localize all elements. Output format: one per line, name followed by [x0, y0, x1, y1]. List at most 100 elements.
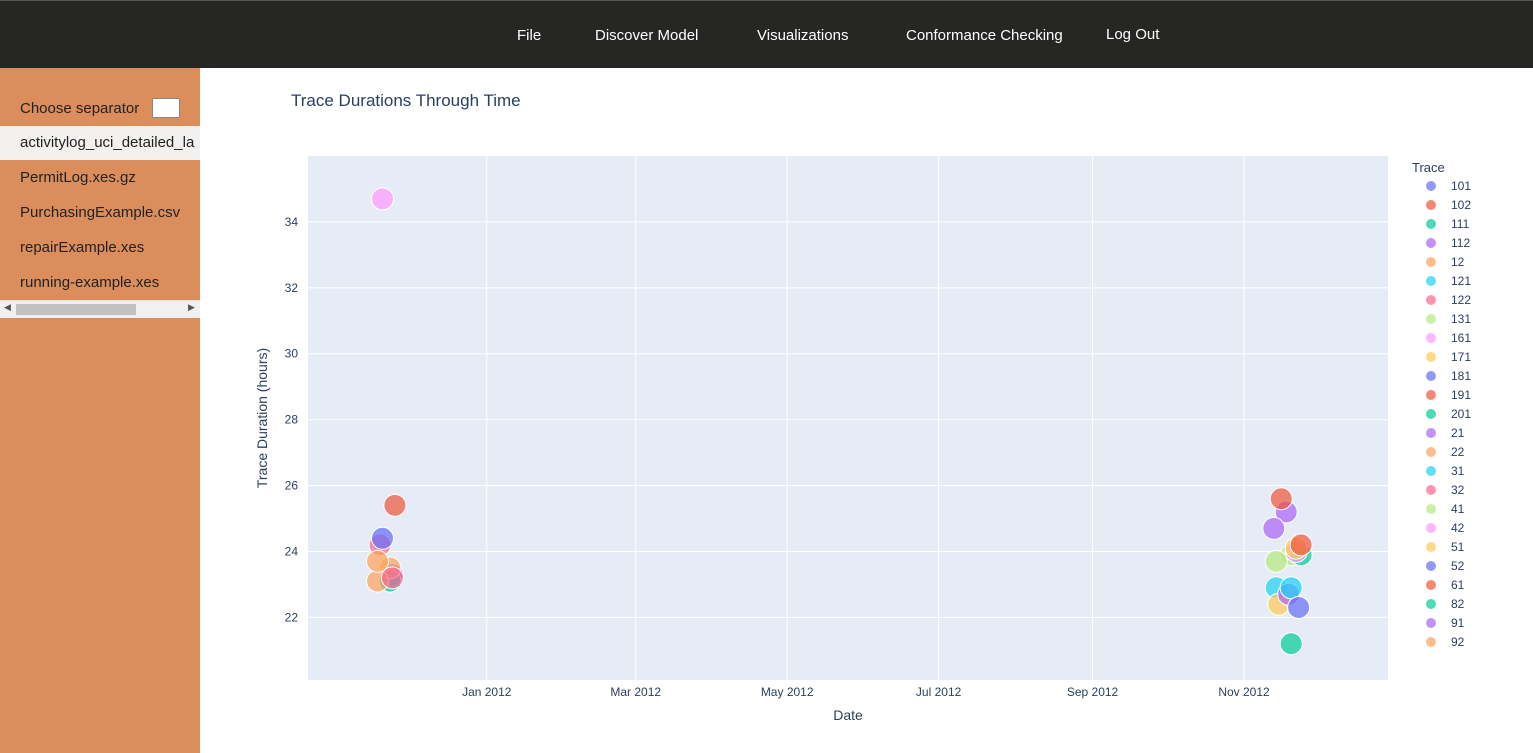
data-point-92[interactable] [366, 549, 390, 573]
legend-marker-21[interactable] [1426, 428, 1436, 438]
legend-label-201[interactable]: 201 [1451, 407, 1471, 421]
nav-discover-model[interactable]: Discover Model [595, 27, 699, 44]
legend-marker-51[interactable] [1426, 542, 1436, 552]
y-tick-label: 30 [285, 347, 299, 361]
sidebar: Choose separator activitylog_uci_detaile… [0, 68, 200, 753]
legend-label-101[interactable]: 101 [1451, 179, 1471, 193]
scroll-right-arrow-icon[interactable]: ▶ [188, 302, 195, 312]
legend-label-181[interactable]: 181 [1451, 369, 1471, 383]
legend-label-12[interactable]: 12 [1451, 255, 1465, 269]
trace-duration-chart: Trace Durations Through Time Jan 2012 Mar… [254, 91, 1471, 723]
legend-marker-122[interactable] [1426, 295, 1436, 305]
legend-marker-112[interactable] [1426, 238, 1436, 248]
x-tick-label: Mar 2012 [610, 685, 661, 699]
data-point-52[interactable] [1287, 595, 1311, 619]
legend-marker-12[interactable] [1426, 257, 1436, 267]
file-item[interactable]: running-example.xes [20, 274, 160, 291]
gridlines [308, 156, 1388, 680]
x-tick-label: Jul 2012 [916, 685, 962, 699]
legend-label-31[interactable]: 31 [1451, 464, 1465, 478]
legend: 101 102 111 112 12 121 122 131 161 171 181 191 201 21… [1426, 179, 1471, 649]
legend-marker-82[interactable] [1426, 599, 1436, 609]
data-point-82[interactable] [1279, 632, 1303, 656]
y-tick-label: 32 [285, 281, 299, 295]
separator-label: Choose separator [20, 100, 140, 117]
legend-marker-92[interactable] [1426, 637, 1436, 647]
legend-marker-61[interactable] [1426, 580, 1436, 590]
file-item[interactable]: activitylog_uci_detailed_la [0, 126, 200, 160]
x-tick-label: May 2012 [761, 685, 814, 699]
y-tick-label: 34 [285, 215, 299, 229]
legend-marker-102[interactable] [1426, 200, 1436, 210]
data-point-191[interactable] [1269, 487, 1293, 511]
scrollbar-thumb[interactable] [16, 304, 136, 315]
legend-label-102[interactable]: 102 [1451, 198, 1471, 212]
file-item[interactable]: PermitLog.xes.gz [20, 169, 136, 186]
top-navbar: File Discover Model Visualizations Confo… [0, 0, 1533, 68]
y-tick-label: 26 [285, 479, 299, 493]
legend-label-112[interactable]: 112 [1451, 236, 1470, 250]
legend-marker-181[interactable] [1426, 371, 1436, 381]
legend-label-122[interactable]: 122 [1451, 293, 1471, 307]
legend-marker-31[interactable] [1426, 466, 1436, 476]
nav-file[interactable]: File [517, 27, 542, 44]
legend-marker-41[interactable] [1426, 504, 1436, 514]
sidebar-horizontal-scrollbar[interactable]: ◀ ▶ [0, 300, 200, 318]
data-point-91[interactable] [1262, 516, 1286, 540]
data-point-61[interactable] [1289, 533, 1313, 557]
legend-label-191[interactable]: 191 [1451, 388, 1471, 402]
legend-marker-52[interactable] [1426, 561, 1436, 571]
x-axis-ticks: Jan 2012 Mar 2012 May 2012 Jul 2012 Sep 2012… [462, 685, 1270, 699]
legend-label-42[interactable]: 42 [1451, 521, 1465, 535]
legend-marker-161[interactable] [1426, 333, 1436, 343]
data-point-31[interactable] [1279, 576, 1303, 600]
y-tick-label: 28 [285, 413, 299, 427]
legend-label-111[interactable]: 111 [1451, 217, 1470, 231]
legend-label-41[interactable]: 41 [1451, 502, 1465, 516]
scroll-left-arrow-icon[interactable]: ◀ [4, 302, 11, 312]
legend-label-51[interactable]: 51 [1451, 540, 1465, 554]
legend-marker-91[interactable] [1426, 618, 1436, 628]
legend-label-131[interactable]: 131 [1451, 312, 1471, 326]
legend-label-82[interactable]: 82 [1451, 597, 1465, 611]
plot-area [308, 156, 1388, 680]
separator-input[interactable] [152, 98, 180, 118]
legend-label-22[interactable]: 22 [1451, 445, 1465, 459]
legend-marker-171[interactable] [1426, 352, 1436, 362]
legend-label-61[interactable]: 61 [1451, 578, 1465, 592]
legend-marker-101[interactable] [1426, 181, 1436, 191]
legend-marker-201[interactable] [1426, 409, 1436, 419]
x-tick-label: Sep 2012 [1067, 685, 1119, 699]
y-tick-label: 22 [285, 610, 299, 624]
legend-label-161[interactable]: 161 [1451, 331, 1471, 345]
x-axis-title: Date [833, 707, 863, 723]
legend-label-21[interactable]: 21 [1451, 426, 1465, 440]
legend-marker-121[interactable] [1426, 276, 1436, 286]
nav-visualizations[interactable]: Visualizations [757, 27, 849, 44]
data-point-102[interactable] [383, 493, 407, 517]
data-point-32[interactable] [380, 566, 404, 590]
legend-marker-131[interactable] [1426, 314, 1436, 324]
file-item[interactable]: PurchasingExample.csv [20, 204, 181, 221]
nav-log-out[interactable]: Log Out [1106, 26, 1160, 43]
data-point-181[interactable] [370, 526, 394, 550]
data-point-161[interactable] [370, 187, 394, 211]
data-point-41[interactable] [1264, 549, 1288, 573]
legend-marker-42[interactable] [1426, 523, 1436, 533]
legend-label-171[interactable]: 171 [1451, 350, 1471, 364]
legend-title: Trace [1412, 160, 1445, 175]
legend-marker-111[interactable] [1426, 219, 1436, 229]
chart-title: Trace Durations Through Time [291, 91, 521, 110]
nav-conformance-checking[interactable]: Conformance Checking [906, 27, 1063, 44]
legend-marker-32[interactable] [1426, 485, 1436, 495]
legend-marker-191[interactable] [1426, 390, 1436, 400]
legend-label-91[interactable]: 91 [1451, 616, 1465, 630]
legend-marker-22[interactable] [1426, 447, 1436, 457]
legend-label-32[interactable]: 32 [1451, 483, 1465, 497]
legend-label-52[interactable]: 52 [1451, 559, 1465, 573]
file-item[interactable]: repairExample.xes [20, 239, 145, 256]
y-axis-ticks: 22 24 26 28 30 32 34 [285, 215, 299, 624]
legend-label-121[interactable]: 121 [1451, 274, 1471, 288]
x-tick-label: Jan 2012 [462, 685, 512, 699]
legend-label-92[interactable]: 92 [1451, 635, 1465, 649]
